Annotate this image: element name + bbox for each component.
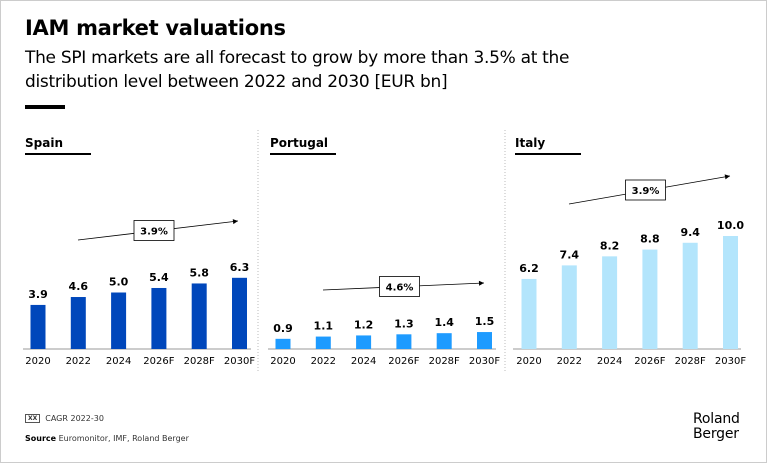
data-label: 10.0 xyxy=(717,219,744,232)
source-text: Euromonitor, IMF, Roland Berger xyxy=(58,434,189,443)
bar-2020 xyxy=(521,278,537,349)
x-tick-label: 2030F xyxy=(715,356,746,367)
bar-2028F xyxy=(436,333,452,349)
bar-2024 xyxy=(602,256,618,349)
data-label: 5.8 xyxy=(189,266,209,279)
cagr-box xyxy=(379,276,420,297)
data-label: 1.4 xyxy=(434,316,454,329)
data-label: 5.4 xyxy=(149,271,169,284)
arrow-head-icon xyxy=(724,174,730,180)
x-tick-label: 2020 xyxy=(516,356,541,367)
x-tick-label: 2028F xyxy=(675,356,706,367)
data-label: 1.3 xyxy=(394,317,414,330)
legend-label: CAGR 2022-30 xyxy=(45,414,104,423)
data-label: 7.4 xyxy=(560,248,580,261)
panel-title-underline xyxy=(515,153,581,155)
bar-2020 xyxy=(275,338,291,349)
bar-2026F xyxy=(642,249,658,349)
x-tick-label: 2030F xyxy=(469,356,500,367)
panel-title: Portugal xyxy=(270,136,328,150)
data-label: 1.5 xyxy=(475,315,495,328)
bar-2022 xyxy=(561,265,577,349)
panel-title-underline xyxy=(25,153,91,155)
data-label: 8.2 xyxy=(600,239,620,252)
data-label: 0.9 xyxy=(273,322,293,335)
data-label: 4.6 xyxy=(69,280,89,293)
data-label: 6.2 xyxy=(519,262,539,275)
bar-2030F xyxy=(232,277,247,349)
title-rule xyxy=(25,105,65,109)
x-tick-label: 2028F xyxy=(184,356,215,367)
panel-title: Spain xyxy=(25,136,63,150)
roland-berger-logo: Roland Berger xyxy=(693,411,740,442)
x-tick-label: 2028F xyxy=(429,356,460,367)
legend-box: XX xyxy=(25,414,41,423)
bar-2020 xyxy=(30,304,46,349)
data-label: 6.3 xyxy=(230,261,250,274)
legend: XX CAGR 2022-30 xyxy=(25,414,104,423)
bar-2024 xyxy=(111,292,127,349)
source-label: Source xyxy=(25,434,57,443)
bar-2028F xyxy=(682,242,698,349)
data-label: 1.2 xyxy=(354,318,374,331)
x-tick-label: 2022 xyxy=(557,356,582,367)
data-label: 1.1 xyxy=(314,320,334,333)
x-tick-label: 2026F xyxy=(143,356,174,367)
bar-2030F xyxy=(723,236,738,349)
cagr-box xyxy=(133,220,175,241)
x-tick-label: 2024 xyxy=(351,356,376,367)
x-tick-label: 2022 xyxy=(311,356,336,367)
page-subtitle: The SPI markets are all forecast to grow… xyxy=(25,48,570,92)
bar-2028F xyxy=(191,283,207,349)
data-label: 9.4 xyxy=(680,226,700,239)
x-tick-label: 2026F xyxy=(634,356,665,367)
bar-2024 xyxy=(356,335,372,349)
x-tick-label: 2020 xyxy=(25,356,50,367)
panel-title: Italy xyxy=(515,136,545,150)
source-note: Source Euromonitor, IMF, Roland Berger xyxy=(25,434,189,443)
panel-title-underline xyxy=(270,153,336,155)
cagr-label: 3.9% xyxy=(140,227,168,238)
bar-charts: Spain 3.9 2020 4.6 2022 5.0 2024 5.4 2026F 5.8 202… xyxy=(23,130,746,372)
data-label: 5.0 xyxy=(109,276,129,289)
x-tick-label: 2026F xyxy=(388,356,419,367)
cagr-box xyxy=(625,179,666,201)
bar-2026F xyxy=(396,334,412,349)
bar-2022 xyxy=(70,297,86,349)
bar-2022 xyxy=(315,336,331,349)
data-label: 8.8 xyxy=(640,233,660,246)
x-tick-label: 2022 xyxy=(66,356,91,367)
x-tick-label: 2030F xyxy=(224,356,255,367)
data-label: 3.9 xyxy=(28,288,48,301)
bar-2026F xyxy=(151,287,167,349)
cagr-label: 4.6% xyxy=(386,283,414,294)
arrow-head-icon xyxy=(478,280,484,286)
x-tick-label: 2024 xyxy=(106,356,131,367)
x-tick-label: 2020 xyxy=(270,356,295,367)
page-title: IAM market valuations xyxy=(25,16,286,40)
arrow-head-icon xyxy=(232,219,238,225)
cagr-label: 3.9% xyxy=(632,186,660,197)
bar-2030F xyxy=(477,332,492,349)
x-tick-label: 2024 xyxy=(597,356,622,367)
